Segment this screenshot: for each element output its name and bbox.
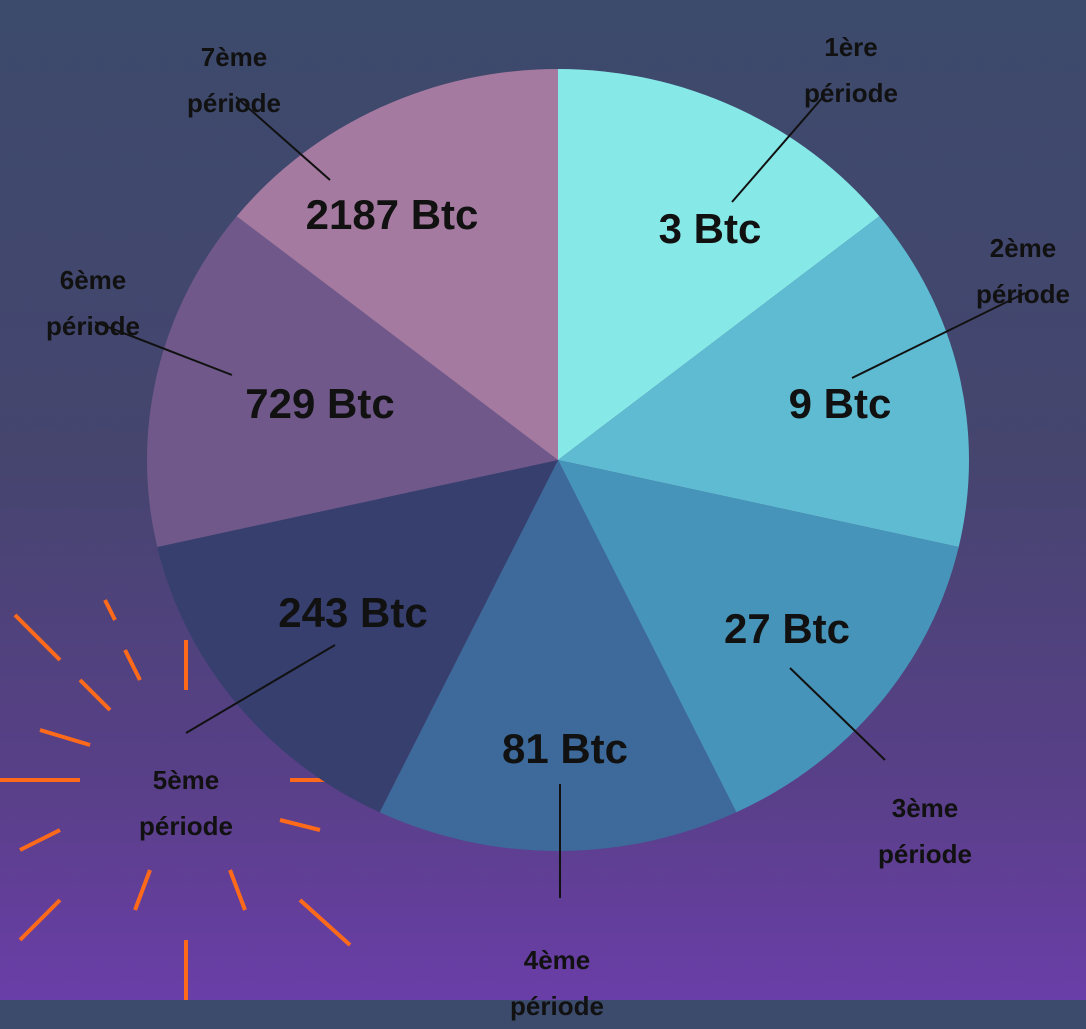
amount-label: 2187 Btc [306, 191, 479, 238]
pie-slice [157, 460, 558, 813]
amount-label: 9 Btc [789, 380, 892, 427]
period-label: 6ème période [46, 265, 140, 341]
leader-line [851, 292, 1026, 379]
amount-label: 729 Btc [245, 380, 394, 427]
period-label: 1ère période [804, 32, 898, 108]
amount-label: 243 Btc [278, 589, 427, 636]
pie-slice [558, 460, 959, 813]
amount-label: 81 Btc [502, 725, 628, 772]
leader-line [185, 644, 336, 734]
amount-label: 3 Btc [659, 205, 762, 252]
period-label: 4ème période [510, 945, 604, 1021]
period-label: 5ème période [139, 765, 233, 841]
pie-slice [147, 216, 559, 548]
leader-line [235, 96, 331, 181]
pie-slice [558, 216, 969, 548]
period-label: 3ème période [878, 793, 972, 869]
diagram: 3 Btc 9 Btc 27 Btc 81 Btc 243 Btc 729 Btc 2187… [0, 69, 1026, 1000]
pie-slice [379, 460, 737, 851]
leader-line [731, 96, 824, 203]
leader-line [789, 667, 886, 761]
period-label: 2ème période [976, 233, 1070, 309]
pie-slice [236, 69, 558, 460]
amount-label: 27 Btc [724, 605, 850, 652]
leader-line [94, 321, 233, 376]
period-label: 7ème période [187, 42, 281, 118]
pie-slice [558, 69, 880, 460]
